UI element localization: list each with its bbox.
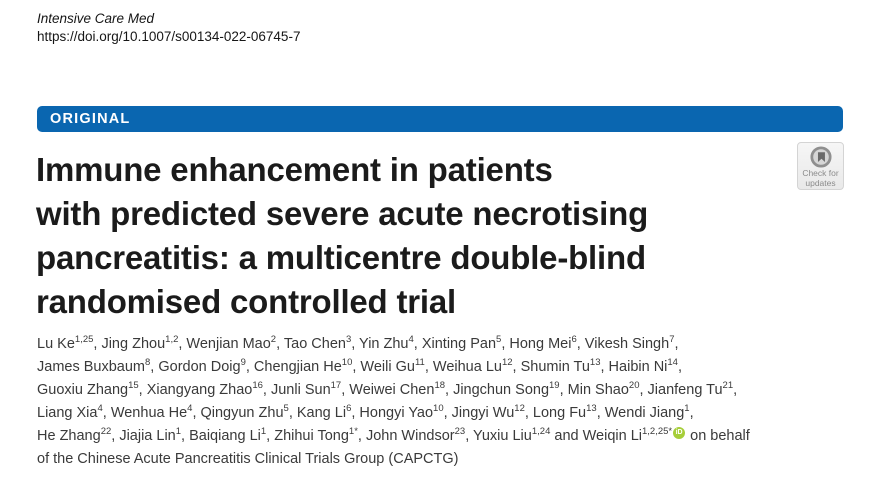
author-name: , Hong Mei — [501, 336, 572, 352]
article-type-label: ORIGINAL — [50, 111, 131, 127]
author-affiliation-sup: 4 — [97, 403, 103, 415]
doi-link[interactable]: https://doi.org/10.1007/s00134-022-06745… — [37, 29, 301, 44]
crossmark-circle-icon — [809, 146, 832, 168]
author-name: , Weiwei Chen — [341, 382, 435, 398]
author-name: and Weiqin Li — [550, 428, 642, 444]
author-name: , Zhihui Tong — [266, 428, 349, 444]
author-affiliation-sup: 13 — [589, 357, 601, 369]
author-name: , Jingyi Wu — [443, 405, 515, 421]
author-name: , Jing Zhou — [93, 336, 166, 352]
author-name: Guoxiu Zhang — [37, 382, 129, 398]
author-name: , Qingyun Zhu — [192, 405, 284, 421]
author-affiliation-sup: 1,24 — [531, 426, 551, 438]
orcid-icon[interactable]: iD — [673, 427, 686, 440]
author-affiliation-sup: 23 — [454, 426, 466, 438]
author-affiliation-sup: 16 — [252, 380, 263, 392]
author-name: , John Windsor — [357, 428, 455, 444]
author-name: , Kang Li — [288, 405, 347, 421]
author-affiliation-sup: 7 — [669, 334, 675, 346]
author-affiliation-sup: 11 — [414, 357, 425, 369]
author-affiliation-sup: 1,2 — [165, 334, 179, 346]
author-affiliation-sup: 15 — [128, 380, 139, 392]
author-name: , Wenhua He — [102, 405, 188, 421]
author-affiliation-sup: 13 — [586, 403, 597, 415]
author-name: , Wenjian Mao — [178, 336, 271, 352]
author-affiliation-sup: 4 — [187, 403, 193, 415]
author-affiliation-sup: 21 — [722, 380, 734, 392]
author-affiliation-sup: 9 — [240, 357, 246, 369]
author-name: , — [677, 359, 682, 375]
title-line-2: with predicted severe acute necrotising — [36, 195, 649, 232]
author-name: , Jiajia Lin — [111, 428, 176, 444]
article-type-banner: ORIGINAL — [37, 106, 843, 132]
author-name: , Vikesh Singh — [576, 336, 670, 352]
author-affiliation-sup: 1 — [684, 403, 690, 415]
author-name: , Baiqiang Li — [181, 428, 261, 444]
author-affiliation-sup: 1,2,25* — [641, 426, 673, 438]
author-name: , Weili Gu — [352, 359, 415, 375]
author-list: Lu Ke1,25, Jing Zhou1,2, Wenjian Mao2, T… — [37, 333, 849, 471]
author-name: , Weihua Lu — [424, 359, 502, 375]
author-affiliation-sup: 6 — [346, 403, 352, 415]
author-name: , Jianfeng Tu — [639, 382, 723, 398]
author-affiliation-sup: 10 — [341, 357, 353, 369]
author-name: , Wendi Jiang — [596, 405, 685, 421]
title-line-4: randomised controlled trial — [36, 283, 457, 320]
journal-header: Intensive Care Med https://doi.org/10.10… — [37, 10, 300, 46]
author-affiliation-sup: 10 — [433, 403, 444, 415]
author-affiliation-sup: 1 — [175, 426, 182, 438]
author-affiliation-sup: 12 — [501, 357, 513, 369]
author-affiliation-sup: 4 — [408, 334, 414, 346]
author-name: , Xiangyang Zhao — [138, 382, 253, 398]
author-name: , Hongyi Yao — [351, 405, 434, 421]
author-name: of the Chinese Acute Pancreatitis Clinic… — [37, 451, 459, 467]
author-affiliation-sup: 8 — [145, 357, 151, 369]
author-name: , Xinting Pan — [413, 336, 497, 352]
author-affiliation-sup: 20 — [628, 380, 640, 392]
author-name: , Yuxiu Liu — [465, 428, 532, 444]
author-name: , — [733, 382, 738, 398]
author-name: , Junli Sun — [262, 382, 331, 398]
author-name: Liang Xia — [37, 405, 98, 421]
author-name: on behalf — [686, 428, 750, 444]
check-for-updates-badge[interactable]: Check for updates — [797, 142, 844, 190]
check-for-updates-label: Check for updates — [802, 168, 839, 188]
author-name: He Zhang — [37, 428, 101, 444]
author-name: , Long Fu — [524, 405, 587, 421]
title-line-1: Immune enhancement in patients — [36, 151, 553, 188]
author-name: , — [689, 405, 694, 421]
author-name: , Min Shao — [559, 382, 629, 398]
author-affiliation-sup: 22 — [100, 426, 112, 438]
author-name: , Gordon Doig — [150, 359, 241, 375]
author-name: , Tao Chen — [276, 336, 346, 352]
author-name: , Jingchun Song — [445, 382, 550, 398]
author-name: , Yin Zhu — [351, 336, 409, 352]
author-affiliation-sup: 1 — [260, 426, 267, 438]
author-affiliation-sup: 3 — [345, 334, 352, 346]
author-affiliation-sup: 5 — [496, 334, 502, 346]
author-affiliation-sup: 17 — [330, 380, 342, 392]
author-affiliation-sup: 1* — [348, 426, 358, 438]
author-name: , Haibin Ni — [600, 359, 668, 375]
author-name: , — [674, 336, 679, 352]
author-affiliation-sup: 12 — [514, 403, 525, 415]
author-name: , Shumin Tu — [512, 359, 590, 375]
article-title: Immune enhancement in patients with pred… — [36, 148, 836, 324]
title-line-3: pancreatitis: a multicentre double-blind — [36, 239, 646, 276]
author-affiliation-sup: 14 — [667, 357, 678, 369]
author-affiliation-sup: 1,25 — [74, 334, 94, 346]
author-name: James Buxbaum — [37, 359, 145, 375]
author-affiliation-sup: 5 — [283, 403, 289, 415]
author-name: , Chengjian He — [245, 359, 342, 375]
author-name: Lu Ke — [37, 336, 75, 352]
journal-name: Intensive Care Med — [37, 11, 155, 26]
author-affiliation-sup: 19 — [549, 380, 560, 392]
author-affiliation-sup: 2 — [270, 334, 277, 346]
author-affiliation-sup: 18 — [434, 380, 446, 392]
author-affiliation-sup: 6 — [571, 334, 577, 346]
